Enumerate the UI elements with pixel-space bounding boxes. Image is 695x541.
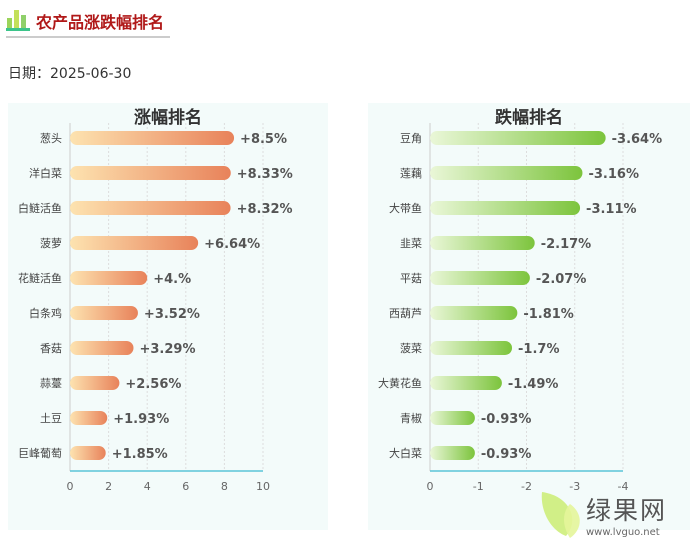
data-label: +3.29% — [139, 342, 195, 357]
rise-chart: 0 2 4 6 8 10 葱头 +8.5% 洋白菜 +8.33% 白鲢活鱼 +8.32% 菠萝 +6.64… — [18, 123, 293, 493]
x-tick-label: 6 — [182, 480, 189, 493]
data-label: -3.11% — [586, 202, 637, 217]
category-label: 土豆 — [40, 412, 62, 425]
category-label: 葱头 — [40, 132, 62, 145]
data-label: +4.% — [153, 272, 191, 287]
category-label: 平菇 — [400, 271, 422, 285]
data-label: -3.16% — [588, 167, 639, 182]
x-tick-label: 8 — [221, 480, 228, 493]
rise-chart-title: 涨幅排名 — [134, 108, 202, 128]
bar — [430, 341, 513, 355]
date-label: 日期：2025-06-30 — [8, 66, 132, 82]
bar — [70, 236, 199, 250]
data-label: +8.32% — [237, 202, 293, 217]
data-label: +8.33% — [237, 167, 293, 182]
bar — [430, 131, 606, 145]
category-label: 莲藕 — [400, 167, 422, 180]
category-label: 韭菜 — [400, 237, 422, 250]
x-tick-label: 0 — [427, 480, 434, 493]
x-tick-label: -1 — [473, 480, 484, 493]
data-label: +1.85% — [112, 447, 168, 462]
bar — [430, 201, 581, 215]
data-label: -2.07% — [536, 272, 587, 287]
x-tick-label: -4 — [618, 480, 629, 493]
bar — [70, 201, 231, 215]
page-title: 农产品涨跌幅排名 — [36, 13, 165, 32]
bar — [430, 306, 518, 320]
fall-chart-panel: 跌幅排名 0 -1 -2 -3 -4 豆角 -3.64% 莲藕 -3.16% 大带鱼 -3.11% 韭… — [368, 103, 690, 530]
bar — [430, 446, 475, 460]
category-label: 菠菜 — [400, 342, 422, 355]
category-label: 花鲢活鱼 — [18, 271, 62, 285]
category-label: 菠萝 — [40, 237, 62, 250]
bar — [70, 446, 106, 460]
watermark-name: 绿果网 — [586, 496, 668, 525]
data-label: +1.93% — [113, 412, 169, 427]
fall-chart: 0 -1 -2 -3 -4 豆角 -3.64% 莲藕 -3.16% 大带鱼 -3.11% 韭菜 -2.1… — [378, 123, 663, 493]
data-label: -1.81% — [523, 307, 574, 322]
category-label: 大黄花鱼 — [378, 376, 422, 390]
bar — [430, 236, 535, 250]
data-label: -1.7% — [518, 342, 559, 357]
category-label: 蒜薹 — [40, 376, 62, 390]
x-tick-label: 10 — [256, 480, 270, 493]
data-label: -0.93% — [481, 447, 532, 462]
category-label: 大带鱼 — [389, 201, 422, 215]
data-label: +2.56% — [125, 377, 181, 392]
data-label: +3.52% — [144, 307, 200, 322]
x-tick-label: 2 — [105, 480, 112, 493]
fall-chart-title: 跌幅排名 — [495, 108, 563, 128]
bar — [70, 271, 148, 285]
category-label: 青椒 — [400, 411, 422, 425]
category-label: 洋白菜 — [29, 166, 62, 180]
category-label: 香菇 — [40, 341, 62, 355]
bar-chart-icon — [6, 10, 30, 31]
bar — [70, 411, 108, 425]
bar — [70, 306, 138, 320]
rise-chart-panel: 涨幅排名 0 2 4 6 8 10 葱头 +8.5% 洋白菜 +8.33% 白鲢活鱼 +8.32% 菠萝… — [8, 103, 328, 530]
category-label: 白条鸡 — [29, 306, 62, 320]
data-label: -0.93% — [481, 412, 532, 427]
page-header: 农产品涨跌幅排名 — [6, 6, 170, 38]
category-label: 白鲢活鱼 — [18, 201, 62, 215]
data-label: -1.49% — [508, 377, 559, 392]
x-tick-label: 4 — [144, 480, 151, 493]
category-label: 西葫芦 — [389, 307, 422, 320]
bar — [430, 271, 530, 285]
bar — [70, 341, 134, 355]
data-label: +8.5% — [240, 132, 287, 147]
bar — [430, 411, 475, 425]
watermark-url: www.lvguo.net — [586, 527, 660, 538]
data-label: -2.17% — [541, 237, 592, 252]
category-label: 巨峰葡萄 — [18, 447, 62, 460]
data-label: +6.64% — [204, 237, 260, 252]
x-tick-label: -3 — [569, 480, 580, 493]
bar — [70, 376, 120, 390]
bar — [70, 166, 231, 180]
x-tick-label: -2 — [521, 480, 532, 493]
bar — [70, 131, 235, 145]
category-label: 大白菜 — [389, 446, 422, 460]
category-label: 豆角 — [400, 132, 422, 145]
x-tick-label: 0 — [67, 480, 74, 493]
bar — [430, 166, 583, 180]
bar — [430, 376, 502, 390]
data-label: -3.64% — [612, 132, 663, 147]
leaf-logo-icon — [541, 492, 580, 538]
